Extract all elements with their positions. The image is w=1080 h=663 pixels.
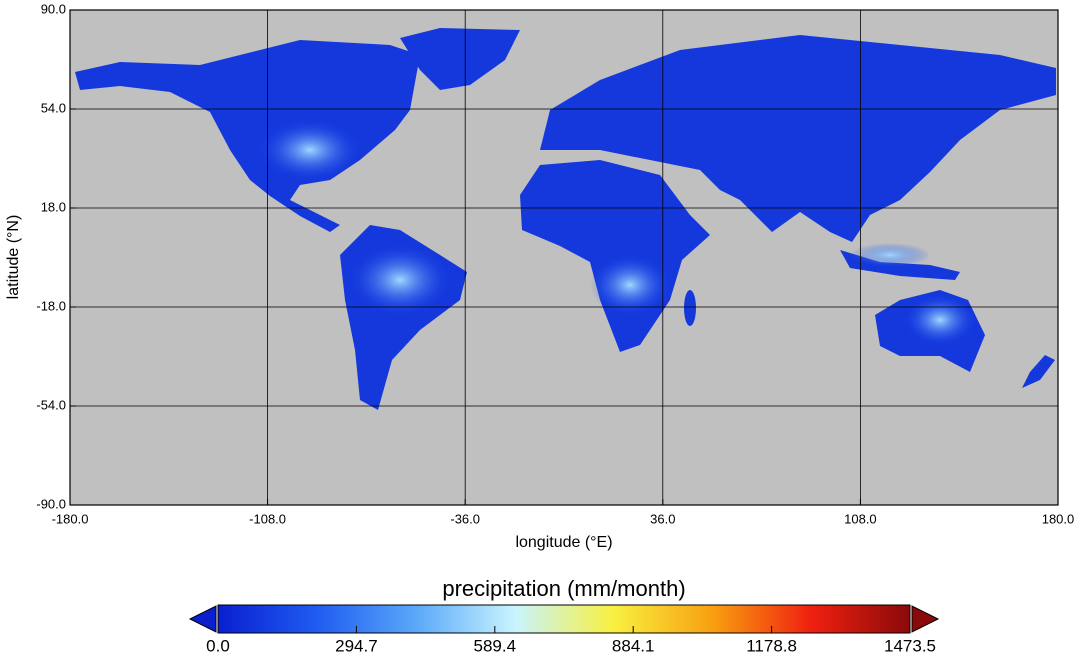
y-tick-label: 54.0 — [41, 100, 66, 115]
new-zealand — [1022, 355, 1055, 388]
y-tick-label: -90.0 — [36, 496, 66, 511]
madagascar — [684, 290, 696, 326]
colorbar-tick-label: 1178.8 — [746, 636, 797, 655]
colorbar-tick-label: 294.7 — [335, 636, 378, 655]
wet-region — [905, 295, 975, 345]
x-tick-label: 180.0 — [1042, 511, 1075, 526]
y-tick-label: -18.0 — [36, 298, 66, 313]
eurasia — [540, 35, 1056, 242]
colorbar-under-arrow — [188, 605, 217, 633]
wet-region — [850, 243, 930, 267]
x-axis-label: longitude (°E) — [515, 534, 612, 551]
x-tick-label: 108.0 — [844, 511, 877, 526]
colorbar-over-arrow — [911, 605, 940, 633]
x-tick-label: 36.0 — [650, 511, 675, 526]
colorbar-tick-label: 589.4 — [474, 636, 517, 655]
colorbar-tick-label: 1473.5 — [884, 636, 936, 655]
greenland — [400, 28, 520, 90]
colorbar-tick-label: 0.0 — [206, 636, 230, 655]
x-tick-label: -36.0 — [450, 511, 480, 526]
colorbar-tick-label: 884.1 — [612, 636, 655, 655]
y-axis-label: latitude (°N) — [5, 215, 22, 300]
wet-region — [590, 255, 670, 315]
y-tick-label: 90.0 — [41, 1, 66, 16]
y-tick-label: -54.0 — [36, 397, 66, 412]
x-tick-label: -108.0 — [249, 511, 286, 526]
wet-region — [350, 245, 450, 315]
colorbar-title: precipitation (mm/month) — [442, 576, 685, 601]
north-america — [75, 40, 420, 232]
y-tick-label: 18.0 — [41, 199, 66, 214]
wet-regions — [260, 120, 975, 345]
colorbar — [217, 604, 911, 634]
wet-region — [260, 120, 360, 180]
x-tick-label: -180.0 — [52, 511, 89, 526]
